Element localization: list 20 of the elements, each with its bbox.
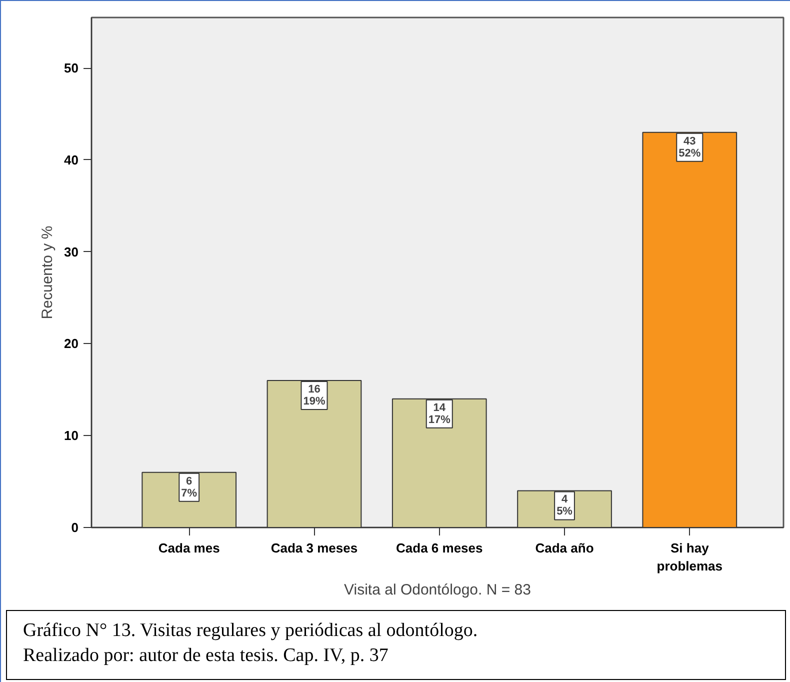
x-tick-label: Si hay problemas [656,540,723,574]
y-tick-label: 50 [64,60,79,76]
data-label: 16 19% [303,383,326,408]
x-tick-label: Cada 6 meses [396,540,483,556]
y-tick-label: 10 [64,428,79,444]
x-tick-label: Cada año [535,540,594,556]
text: Gráfico N° 13. Visitas regulares y periódicas al odontólogo. [23,620,478,641]
y-tick-label: 40 [64,152,79,168]
x-axis-title: Visita al Odontólogo. N = 83 [344,582,531,598]
x-tick-label: Cada 3 meses [270,540,358,556]
y-tick-label: 0 [71,520,79,535]
x-tick-label: Cada mes [158,540,220,556]
y-tick-label: 20 [64,336,79,352]
data-label: 43 52% [678,135,701,160]
y-tick-label: 30 [64,244,79,260]
data-label: 6 7% [181,475,198,500]
text: Realizado por: autor de esta tesis. Cap. IV, p. 37 [23,644,388,666]
data-label: 4 5% [556,494,573,518]
y-axis-title: Recuento y % [39,226,56,320]
data-label: 14 17% [428,402,451,426]
